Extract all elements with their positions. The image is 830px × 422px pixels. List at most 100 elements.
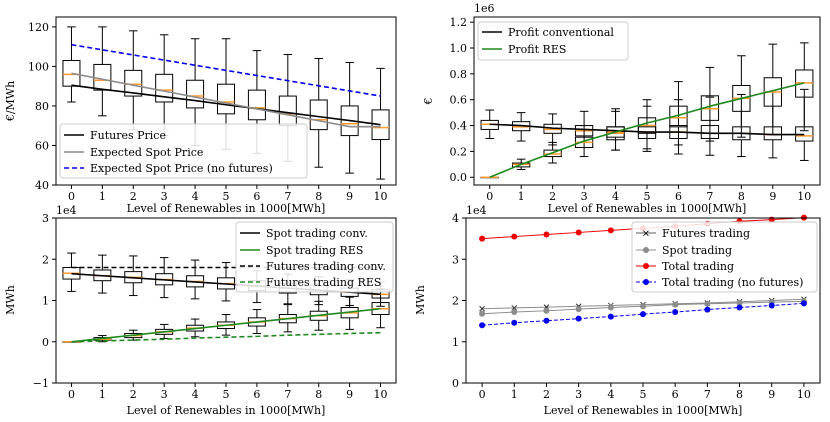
x-tick-label: 4 — [612, 190, 619, 203]
legend-label: Futures trading RES — [266, 276, 381, 289]
y-tick-label: 80 — [35, 100, 49, 113]
legend-label: Total trading (no futures) — [662, 276, 803, 289]
x-tick-label: 7 — [284, 190, 291, 203]
legend-label: Expected Spot Price (no futures) — [90, 162, 273, 175]
tick-layer: 0 1 2 3 4 5 6 7 8 9 10 0.0 0.2 0.4 0.6 0.8 1.0 1.2 — [450, 16, 812, 203]
x-tick-label: 3 — [581, 190, 588, 203]
data-point — [575, 229, 582, 236]
x-axis-label: Level of Renewables in 1000[MWh] — [548, 202, 747, 215]
y-tick-label: 1 — [42, 295, 49, 308]
y-tick-label: 3 — [42, 212, 49, 225]
x-tick-label: 1 — [99, 190, 106, 203]
x-tick-label: 2 — [549, 190, 556, 203]
x-tick-label: 6 — [675, 190, 682, 203]
x-tick-label: 6 — [253, 388, 260, 401]
data-point — [479, 235, 486, 242]
legend-box — [477, 21, 629, 61]
legend-label: Profit conventional — [508, 26, 614, 39]
data-point — [607, 304, 614, 311]
y-tick-label: 40 — [35, 179, 49, 192]
y-tick-label: 0 — [452, 377, 459, 390]
legend: Futures Price Expected Spot Price Expect… — [59, 123, 308, 179]
x-tick-label: 7 — [704, 388, 711, 401]
x-tick-label: 4 — [192, 388, 199, 401]
y-tick-label: 2 — [42, 253, 49, 266]
x-tick-label: 6 — [253, 190, 260, 203]
y-tick-label: 1.2 — [450, 16, 468, 29]
dot-marker-icon — [643, 247, 649, 253]
data-point — [543, 307, 550, 314]
legend-box — [235, 221, 394, 293]
box-iqr — [217, 83, 235, 115]
tick-layer: 0 1 2 3 4 5 6 7 8 9 10 0 1 2 3 4 — [452, 212, 811, 401]
legend-box — [631, 221, 818, 293]
x-axis-label: Level of Renewables in 1000[MWh] — [127, 404, 326, 417]
x-tick-label: 9 — [346, 190, 353, 203]
data-point — [543, 231, 550, 238]
data-point — [736, 299, 743, 306]
y-tick-label: 4 — [452, 212, 459, 225]
data-point — [479, 310, 486, 317]
point-stroke — [479, 305, 485, 312]
y-tick-label: −1 — [33, 377, 49, 390]
x-tick-label: 4 — [192, 190, 199, 203]
data-point — [575, 306, 582, 313]
data-point — [768, 302, 775, 309]
data-point — [607, 227, 614, 234]
legend-label: Futures trading — [662, 227, 750, 240]
x-tick-label: 2 — [130, 388, 137, 401]
x-tick-label: 5 — [644, 190, 651, 203]
tick-layer: 0 1 2 3 4 5 6 7 8 9 10 40 60 80 100 120 — [28, 21, 388, 203]
legend: Profit conventional Profit RES — [477, 21, 629, 61]
dot-marker-icon — [643, 263, 649, 269]
panel-bottom-right: 0 1 2 3 4 5 6 7 8 9 10 0 1 2 3 4 Level of Renewables in… — [414, 204, 821, 417]
x-tick-label: 10 — [374, 190, 388, 203]
box-iqr — [186, 79, 205, 109]
data-point — [704, 306, 711, 313]
box-iqr — [62, 59, 81, 87]
box-iqr — [340, 105, 359, 137]
data-point — [479, 322, 486, 329]
y-tick-label: 0.6 — [450, 94, 468, 107]
x-axis-label: Level of Renewables in 1000[MWh] — [127, 202, 326, 215]
legend-label: Spot trading conv. — [266, 227, 368, 240]
dot-marker-icon — [643, 279, 649, 285]
y-tick-label: 2 — [452, 295, 459, 308]
series-line — [489, 82, 805, 178]
x-tick-label: 8 — [315, 388, 322, 401]
x-tick-label: 10 — [797, 388, 811, 401]
y-axis-label: MWh — [4, 285, 17, 315]
box-iqr — [278, 95, 297, 127]
legend-label: Spot trading RES — [266, 244, 363, 257]
y-tick-label: 0.8 — [450, 68, 468, 81]
y-axis-label: € — [422, 98, 435, 106]
x-tick-label: 1 — [518, 190, 525, 203]
y-tick-label: 0 — [42, 336, 49, 349]
y-tick-label: 60 — [35, 139, 49, 152]
panel-top-right: 0 1 2 3 4 5 6 7 8 9 10 0.0 0.2 0.4 0.6 0.8 1.0 1.2 Level … — [422, 2, 821, 215]
legend-label: Futures trading conv. — [266, 260, 386, 273]
y-tick-label: 0.4 — [450, 120, 468, 133]
x-tick-label: 2 — [543, 388, 550, 401]
x-tick-label: 9 — [768, 388, 775, 401]
x-tick-label: 9 — [346, 388, 353, 401]
y-tick-label: 3 — [452, 253, 459, 266]
y-tick-label: 100 — [28, 60, 49, 73]
y-axis-label: €/MWh — [4, 81, 17, 122]
x-tick-label: 3 — [161, 388, 168, 401]
scale-label: 1e6 — [474, 2, 495, 15]
data-point — [479, 305, 485, 312]
legend-box — [59, 123, 308, 179]
legend-label: Expected Spot Price — [90, 146, 203, 159]
data-point — [607, 313, 614, 320]
legend-label: Futures Price — [90, 129, 166, 142]
data-point — [640, 303, 646, 310]
y-axis-label: MWh — [414, 285, 427, 315]
x-tick-label: 3 — [161, 190, 168, 203]
x-tick-label: 0 — [486, 190, 493, 203]
x-tick-label: 7 — [706, 190, 713, 203]
box-iqr — [669, 105, 688, 128]
box-iqr — [309, 99, 328, 131]
x-tick-label: 5 — [223, 388, 230, 401]
x-axis-label: Level of Renewables in 1000[MWh] — [544, 404, 743, 417]
